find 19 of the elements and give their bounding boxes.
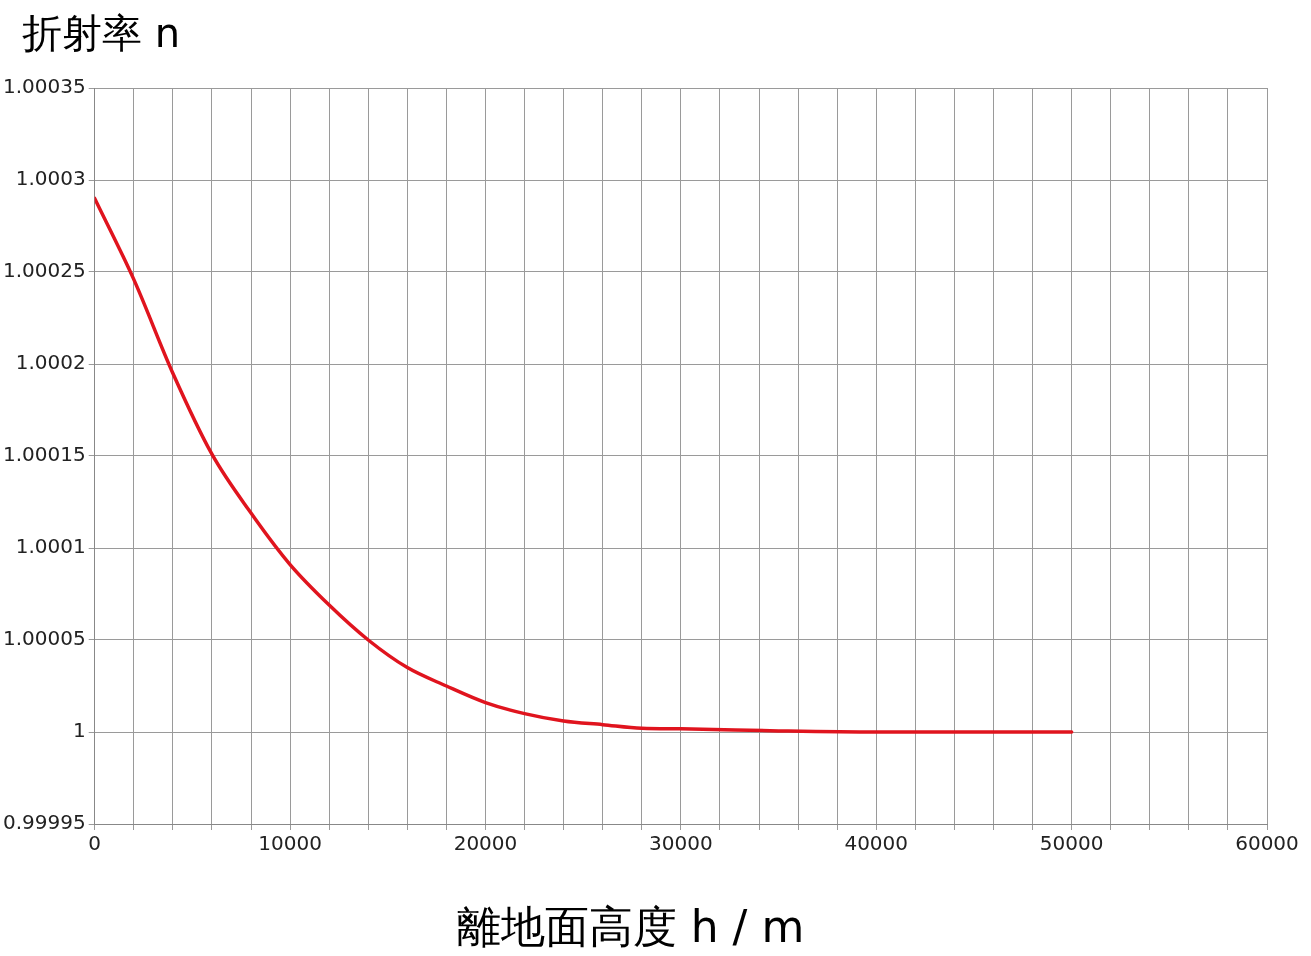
y-tick-label: 1.0002	[15, 350, 86, 375]
x-tick-label: 50000	[1039, 831, 1104, 856]
y-tick-label: 0.99995	[2, 810, 86, 835]
y-tick-label: 1.00015	[2, 442, 86, 467]
x-tick-label: 10000	[258, 831, 322, 856]
y-tick-label: 1.00025	[2, 258, 86, 283]
y-tick-label: 1.0001	[15, 534, 86, 559]
y-tick-label: 1.00005	[2, 626, 86, 651]
y-tick-label: 1	[72, 718, 86, 743]
y-tick-label: 1.0003	[15, 166, 86, 191]
y-tick-label: 1.00035	[2, 74, 86, 99]
x-tick-label: 20000	[453, 831, 518, 856]
x-tick-label: 0	[88, 831, 102, 856]
x-axis-title: 離地面高度 h / m	[456, 900, 805, 954]
y-axis-title: 折射率 n	[22, 9, 181, 58]
x-tick-label: 30000	[649, 831, 713, 856]
x-tick-label: 40000	[844, 831, 909, 856]
x-tick-label: 60000	[1235, 831, 1299, 856]
line-series	[94, 196, 1074, 734]
